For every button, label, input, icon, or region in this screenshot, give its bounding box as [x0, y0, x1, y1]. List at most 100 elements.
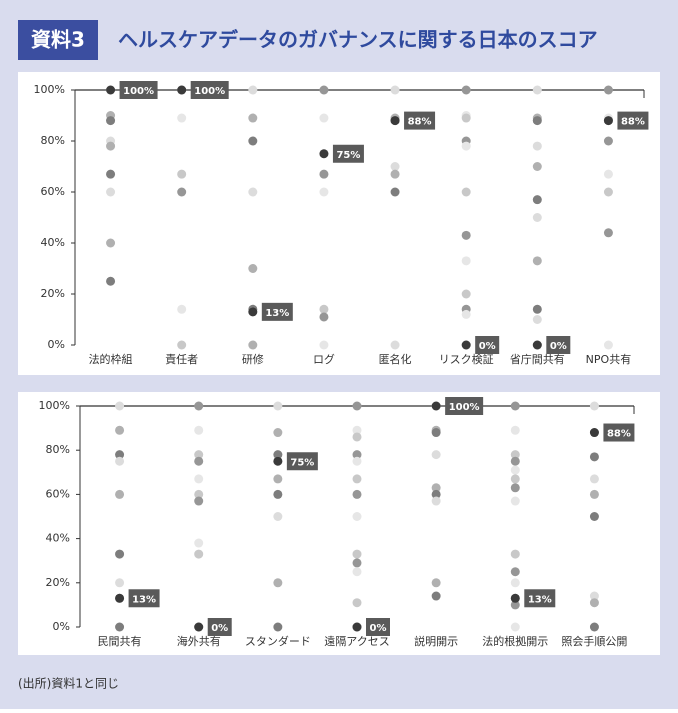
dot [510, 450, 520, 460]
value-label: 13% [265, 308, 289, 319]
y-tick-label: 80% [46, 443, 70, 456]
japan-dot [532, 340, 542, 350]
japan-dot [352, 622, 362, 632]
dot [461, 113, 471, 123]
japan-dot [431, 401, 441, 411]
x-tick-label: 遠隔アクセス [324, 635, 389, 648]
y-tick-label: 60% [46, 487, 70, 500]
value-label: 100% [449, 402, 480, 413]
dot [319, 113, 329, 123]
x-tick-label: スタンダード [245, 634, 311, 648]
dot [106, 187, 116, 197]
value-label: 75% [290, 457, 314, 468]
dot [115, 456, 125, 466]
dot [177, 113, 187, 123]
dot [177, 187, 187, 197]
dot [177, 340, 187, 350]
dot [273, 489, 283, 499]
dot [115, 450, 125, 460]
value-label: 0% [479, 341, 496, 352]
dot [248, 85, 258, 95]
dot [115, 425, 125, 435]
value-label-box [617, 111, 649, 130]
dot [532, 256, 542, 266]
value-label-box [524, 589, 556, 608]
dot [194, 489, 204, 499]
dot [194, 474, 204, 484]
dot [431, 489, 441, 499]
dot [461, 141, 471, 151]
dot [106, 116, 116, 126]
y-tick-label: 80% [41, 134, 65, 147]
dot [352, 489, 362, 499]
dot [603, 169, 613, 179]
value-label: 13% [528, 594, 552, 605]
dot [273, 401, 283, 411]
value-label: 88% [607, 429, 631, 440]
dot [431, 578, 441, 588]
dot [352, 450, 362, 460]
y-tick-label: 40% [46, 532, 70, 545]
x-tick-label: 照会手順公開 [561, 634, 627, 648]
dot [352, 401, 362, 411]
dot [431, 450, 441, 460]
dot [194, 450, 204, 460]
dot [431, 591, 441, 601]
dot [510, 474, 520, 484]
y-tick-label: 20% [41, 287, 65, 300]
japan-dot [510, 593, 520, 603]
dot [248, 113, 258, 123]
value-label-box [366, 618, 390, 636]
value-label: 75% [336, 150, 360, 161]
x-tick-label: 省庁間共有 [510, 352, 565, 366]
dot [115, 622, 125, 632]
dot [390, 187, 400, 197]
x-tick-label: リスク検証 [439, 352, 494, 366]
dot [352, 432, 362, 442]
x-tick-label: 説明開示 [414, 634, 458, 648]
dot [248, 340, 258, 350]
dot [532, 141, 542, 151]
dot [177, 169, 187, 179]
value-label-box [404, 111, 436, 130]
dot [390, 340, 400, 350]
x-tick-label: ログ [313, 352, 335, 366]
value-label: 100% [194, 86, 225, 97]
value-label: 88% [621, 117, 645, 128]
dot [461, 289, 471, 299]
dot [390, 162, 400, 171]
dot [510, 578, 520, 588]
dot [115, 489, 125, 499]
dot [589, 591, 599, 601]
dot [194, 496, 204, 506]
value-label-box [546, 336, 571, 354]
x-tick-label: 法的枠組 [89, 352, 133, 366]
y-tick-label: 0% [48, 338, 65, 351]
dot [510, 401, 520, 411]
value-label-box [603, 423, 635, 442]
japan-dot [273, 456, 283, 466]
dot [115, 549, 125, 559]
dot [603, 85, 613, 95]
dot [106, 169, 116, 179]
dot [461, 187, 471, 197]
badge: 資料3 [31, 28, 85, 52]
x-tick-label: 民間共有 [98, 634, 142, 648]
dot [510, 425, 520, 435]
x-tick-label: 研修 [242, 352, 264, 366]
dot [194, 456, 204, 466]
value-label-box [332, 144, 364, 163]
value-label: 88% [408, 117, 432, 128]
value-label: 0% [211, 623, 228, 634]
japan-dot [319, 149, 329, 159]
japan-dot [177, 85, 187, 95]
dot [431, 428, 441, 438]
dot [352, 558, 362, 568]
dot [352, 512, 362, 521]
japan-dot [106, 85, 116, 95]
x-tick-label: 法的根拠開示 [482, 634, 548, 648]
dot [510, 567, 520, 577]
dot [248, 264, 258, 273]
dot [510, 600, 520, 610]
